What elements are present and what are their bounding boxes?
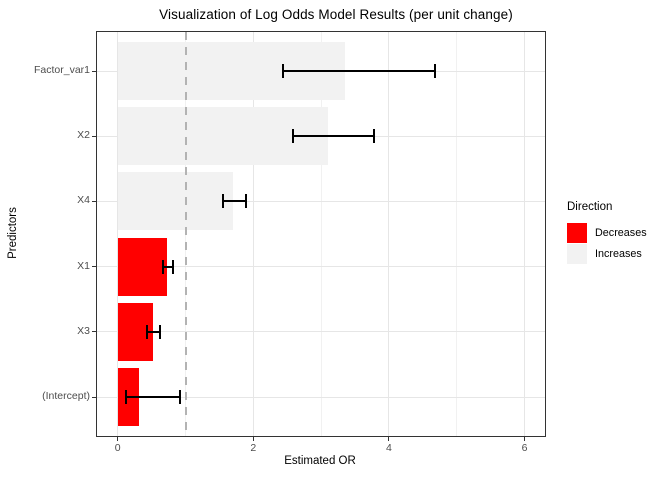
row-gridline [97,331,545,333]
legend-items: Decreases Increases [567,222,647,264]
errorbar-line [222,200,246,203]
x-tick-label: 4 [385,442,392,454]
x-tick-label: 6 [521,442,528,454]
legend: Direction Decreases Increases [567,201,647,264]
y-axis-tick [92,70,96,72]
minor-gridline [320,32,322,436]
y-tick-label: X4 [77,194,90,207]
errorbar-cap-low [282,64,285,78]
errorbar-line [146,330,160,333]
legend-title: Direction [567,201,613,213]
x-axis-title: Estimated OR [284,455,356,467]
x-axis-tick [388,437,390,441]
errorbar-cap-high [434,64,436,78]
legend-item: Increases [567,243,647,264]
errorbar-cap-high [158,324,161,339]
decreases-legend-key [567,222,587,243]
y-axis-tick [92,396,96,398]
y-tick-label: X1 [77,259,90,272]
errorbar-cap-high [372,129,375,144]
legend-item-label: Decreases [595,226,647,239]
x-tick-label: 0 [114,442,121,454]
bar-X4 [117,172,233,231]
errorbar-line [283,70,435,72]
errorbar-line [125,396,181,398]
major-gridline [524,32,525,436]
x-axis-tick [252,437,254,441]
major-gridline [388,32,390,436]
y-axis-tick [92,200,96,202]
y-axis-tick [92,266,96,268]
y-axis-title: Predictors [7,207,19,259]
chart-title: Visualization of Log Odds Model Results … [159,7,513,22]
errorbar-cap-low [124,390,127,404]
errorbar-cap-high [244,194,247,209]
errorbar-cap-low [292,129,295,144]
y-tick-label: Factor_var1 [33,64,90,76]
y-tick-label: (Intercept) [42,390,90,402]
x-axis-tick [117,437,119,441]
errorbar-line [163,265,173,268]
bar-X1 [117,237,167,296]
increases-legend-key [567,243,587,264]
y-tick-label: X2 [77,129,90,142]
reference-line [184,32,187,436]
y-axis-tick [92,135,96,137]
errorbar-cap-low [221,194,224,209]
errorbar-cap-high [171,259,174,274]
major-gridline [117,32,119,436]
errorbar-cap-high [179,390,182,404]
minor-gridline [456,32,458,436]
major-gridline [252,32,254,436]
legend-item-label: Increases [595,247,642,260]
y-axis-tick [92,331,96,333]
errorbar-cap-low [145,324,148,339]
row-gridline [97,266,545,268]
row-gridline [97,396,545,398]
plot-panel [96,31,546,437]
y-tick-label: X3 [77,324,90,337]
row-gridline [97,200,545,202]
x-tick-label: 2 [250,442,257,454]
x-axis-tick [524,437,525,441]
errorbar-line [293,135,374,138]
errorbar-cap-low [162,259,165,274]
legend-item: Decreases [567,222,647,243]
